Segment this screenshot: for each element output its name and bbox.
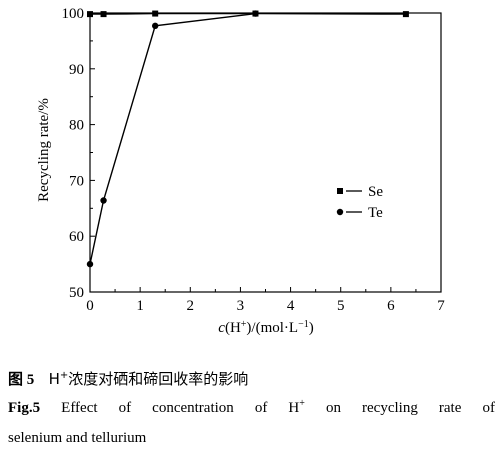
y-axis-title: Recycling rate/% [36, 98, 52, 202]
y-tick-label: 90 [69, 62, 84, 78]
x-tick-label: 5 [337, 298, 345, 314]
legend-se-label: Se [368, 184, 383, 200]
caption-en-word: recycling [362, 400, 418, 416]
series-se-point [100, 11, 107, 18]
y-tick-label: 80 [69, 118, 84, 134]
legend-te-marker [336, 208, 344, 216]
caption-en-h-plus: H+ [288, 398, 305, 417]
caption-cn-figure-number: 图 5 [8, 372, 35, 388]
x-tick-label: 3 [237, 298, 245, 314]
caption-english-line2: selenium and tellurium [8, 430, 147, 446]
legend: Se Te [336, 184, 383, 221]
caption-en-word: of [482, 400, 495, 416]
plot-frame [89, 12, 442, 293]
caption-cn-text: 浓度对硒和碲回收率的影响 [68, 370, 249, 388]
x-tick-label: 4 [287, 298, 295, 314]
caption-en-word: rate [438, 400, 462, 416]
caption-chinese: 图 5 H+浓度对硒和碲回收率的影响 [8, 368, 248, 389]
y-tick-label: 50 [69, 285, 84, 301]
legend-te-label: Te [368, 205, 383, 221]
series-se-point [152, 10, 159, 17]
y-tick-label: 70 [69, 173, 84, 189]
x-tick-label: 2 [187, 298, 195, 314]
x-tick-label: 1 [136, 298, 144, 314]
caption-en-word: concentration [152, 400, 234, 416]
caption-en-word: of [118, 400, 132, 416]
series-te-point [252, 10, 259, 17]
caption-en-word: on [325, 400, 341, 416]
caption-en-figure-number: Fig.5 [8, 400, 41, 416]
legend-se-marker [337, 188, 343, 194]
y-tick-label: 60 [69, 229, 84, 245]
series-te-point [86, 260, 94, 268]
series-se-point [402, 11, 409, 18]
x-tick-label: 7 [437, 298, 445, 314]
caption-en-word: of [254, 400, 268, 416]
x-tick-label: 0 [86, 298, 94, 314]
y-tick-label: 100 [62, 6, 85, 22]
chart-canvas: 0 1 2 3 4 5 6 7 50 60 70 80 90 100 Se Te Recycling r… [36, 6, 445, 337]
caption-english-line1: Fig.5 Effect of concentration of H+ on r… [8, 398, 495, 417]
series-se-point [87, 11, 93, 18]
series-te-line [89, 12, 256, 265]
caption-en-word: Effect [61, 400, 98, 416]
series-te-point [100, 197, 107, 204]
x-axis-title: c(H+)/(mol·L−1) [218, 319, 313, 337]
caption-cn-h: H [48, 370, 60, 388]
x-tick-label: 6 [387, 298, 395, 314]
caption-cn-plus: + [59, 370, 69, 381]
series-te-point [151, 22, 159, 30]
